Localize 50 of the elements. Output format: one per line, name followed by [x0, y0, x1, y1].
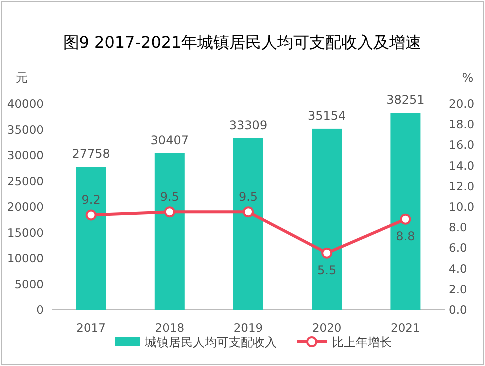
point: [164, 206, 176, 218]
legend-label: 比上年增长: [332, 336, 392, 350]
data-label: 38251: [386, 93, 425, 108]
data-label: 9.2: [82, 193, 101, 208]
y2-axis-title: %: [462, 71, 474, 85]
y2-tick-label: 20.0: [449, 97, 475, 111]
x-tick-label: 2021: [391, 321, 420, 335]
x-tick-label: 2019: [234, 321, 264, 335]
y2-tick-label: 18.0: [449, 118, 475, 132]
y-tick-label: 0: [36, 303, 44, 317]
data-label: 27758: [72, 147, 110, 162]
data-label: 30407: [150, 133, 189, 148]
y2-tick-label: 10.0: [449, 200, 475, 214]
bar: [154, 153, 185, 310]
y2-tick-label: 12.0: [449, 179, 475, 194]
bar: [390, 113, 421, 310]
legend-label: 城镇居民人均可支配收入: [144, 336, 277, 350]
x-tick-label: 2020: [312, 321, 342, 335]
y2-tick-label: 8.0: [449, 220, 468, 235]
y-tick-label: 20000: [7, 200, 44, 214]
data-label: 8.8: [396, 229, 416, 244]
y-tick-label: 40000: [7, 97, 44, 111]
y-tick-label: 10000: [7, 252, 44, 266]
point: [322, 248, 333, 259]
point: [400, 214, 412, 225]
bar: [312, 128, 342, 310]
y2-tick-label: 16.0: [449, 138, 475, 152]
point: [243, 206, 254, 218]
y-tick-label: 25000: [7, 174, 44, 188]
x-tick-label: 2018: [155, 321, 185, 335]
chart-title: 图9 2017-2021年城镇居民人均可支配收入及增速: [63, 33, 422, 52]
data-label: 9.5: [238, 190, 258, 204]
data-label: 5.5: [318, 263, 337, 278]
y2-tick-label: 14.0: [449, 158, 475, 173]
y-tick-label: 35000: [7, 122, 44, 137]
y2-tick-label: 4.0: [449, 262, 468, 276]
y2-tick-label: 0.0: [449, 303, 468, 317]
y2-tick-label: 2.0: [449, 282, 468, 296]
y2-tick-label: 6.0: [449, 241, 468, 256]
x-tick-label: 2017: [76, 321, 106, 335]
data-label: 9.5: [160, 190, 180, 204]
y-tick-label: 15000: [7, 226, 44, 240]
y-tick-label: 5000: [14, 277, 44, 292]
bar: [76, 167, 106, 310]
data-label: 35154: [308, 108, 346, 123]
bar: [234, 138, 264, 310]
point: [86, 210, 97, 221]
data-label: 33309: [229, 118, 268, 132]
y-axis-title: 元: [16, 71, 28, 85]
y-tick-label: 30000: [7, 148, 44, 162]
